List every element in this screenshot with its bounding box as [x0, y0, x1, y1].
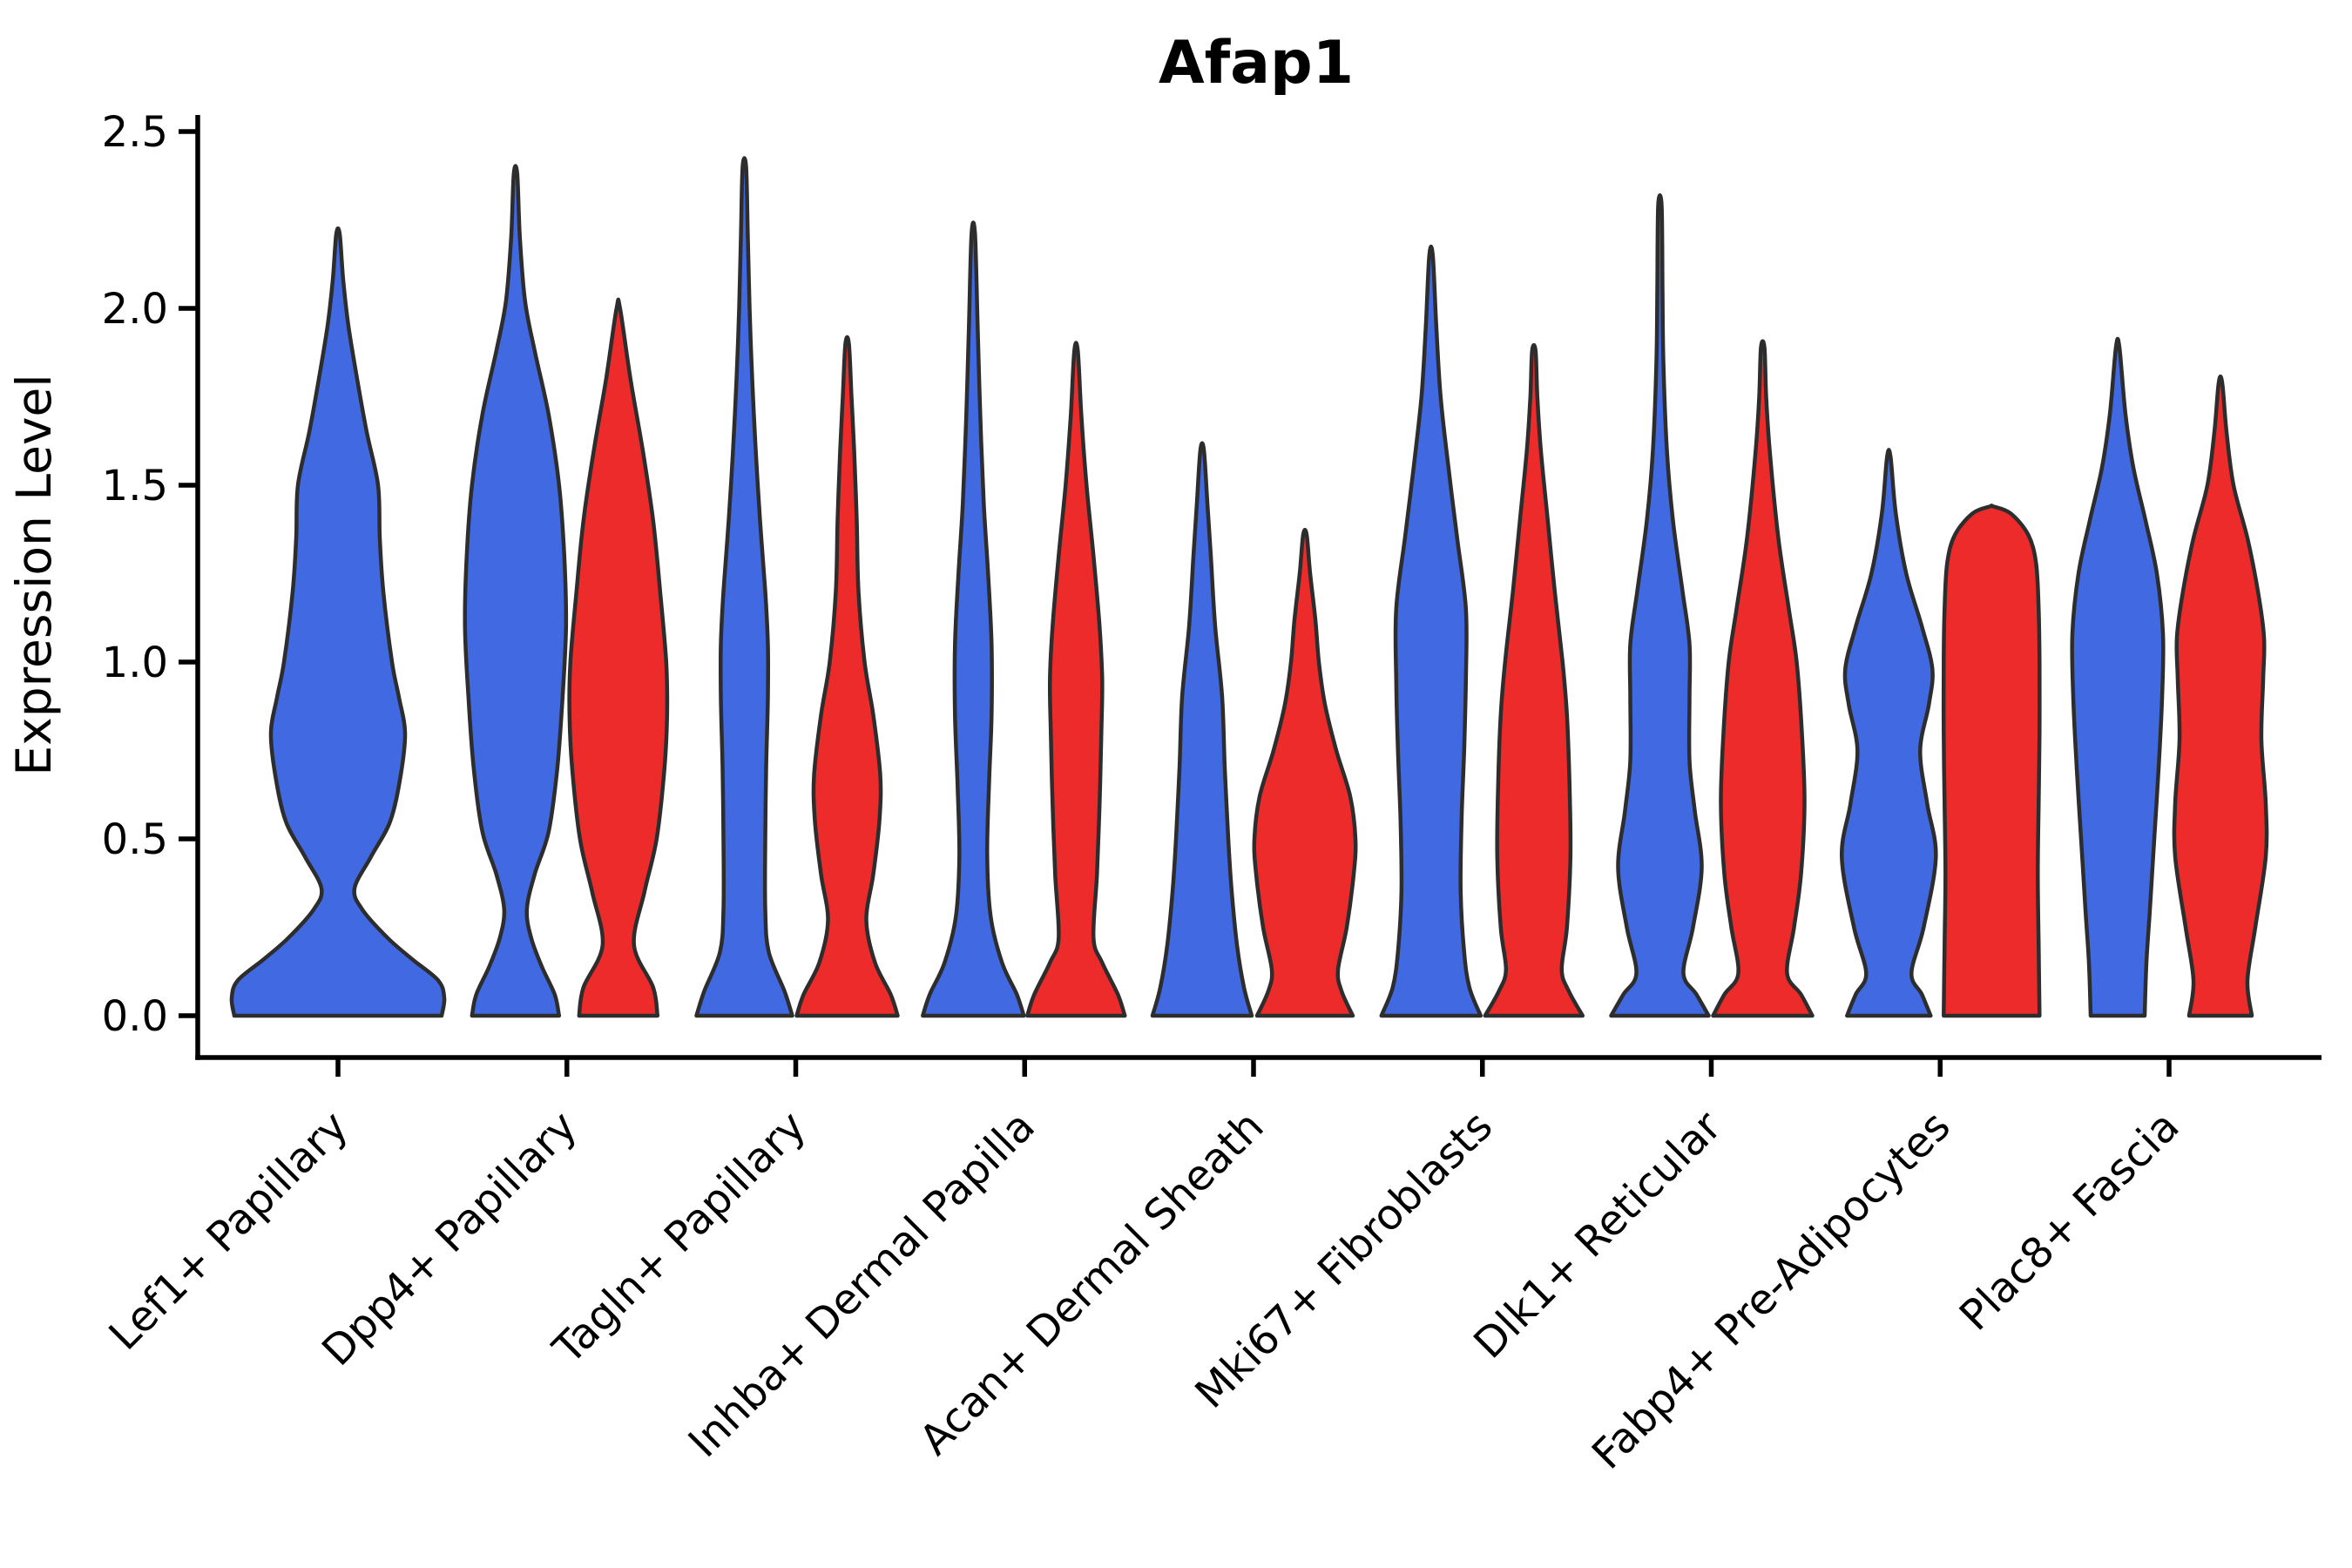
y-tick-label: 0.0 — [102, 992, 168, 1041]
violin-mki67-fibroblasts-red — [1483, 342, 1585, 1018]
y-tick-label: 0.5 — [102, 815, 168, 864]
y-axis-label: Expression Level — [6, 374, 62, 775]
axes-layer — [195, 115, 2322, 1060]
violin-dlk1-reticular-red — [1711, 339, 1815, 1018]
violin-dpp4-papillary-red — [567, 297, 670, 1018]
x-tick-label-lef1-papillary: Lef1+ Papillary — [100, 1102, 358, 1360]
violin-dlk1-reticular-blue — [1609, 193, 1711, 1018]
y-tick-label: 2.5 — [102, 108, 168, 157]
violin-tagln-papillary-red — [794, 335, 900, 1018]
violin-plac8-fascia-red — [2172, 374, 2269, 1018]
violin-dpp4-papillary-blue — [463, 164, 569, 1018]
violin-fabp4-pre-adipocytes-blue — [1840, 448, 1938, 1018]
x-tick-label-dlk1-reticular: Dlk1+ Reticular — [1464, 1102, 1731, 1369]
violin-acan-dermal-sheath-blue — [1150, 441, 1254, 1018]
violins-layer — [229, 156, 2269, 1018]
y-tick-label: 1.5 — [102, 462, 168, 510]
violin-inhba-dermal-papilla-red — [1025, 341, 1127, 1018]
violin-fabp4-pre-adipocytes-red — [1941, 504, 2042, 1018]
violin-plac8-fascia-blue — [2070, 336, 2166, 1018]
y-tick-label: 1.0 — [102, 639, 168, 687]
x-tick-label-tagln-papillary: Tagln+ Papillary — [544, 1102, 815, 1374]
violin-tagln-papillary-blue — [694, 156, 794, 1018]
violin-acan-dermal-sheath-red — [1252, 528, 1358, 1018]
x-tick-label-dpp4-papillary: Dpp4+ Papillary — [313, 1102, 586, 1375]
x-tick-label-plac8-fascia: Plac8+ Fascia — [1950, 1102, 2189, 1341]
plot-title: Afap1 — [1159, 29, 1354, 98]
violin-inhba-dermal-papilla-blue — [921, 220, 1026, 1018]
violin-lef1-papillary-blue — [229, 226, 447, 1018]
violin-mki67-fibroblasts-blue — [1379, 244, 1484, 1018]
y-tick-label: 2.0 — [102, 285, 168, 334]
